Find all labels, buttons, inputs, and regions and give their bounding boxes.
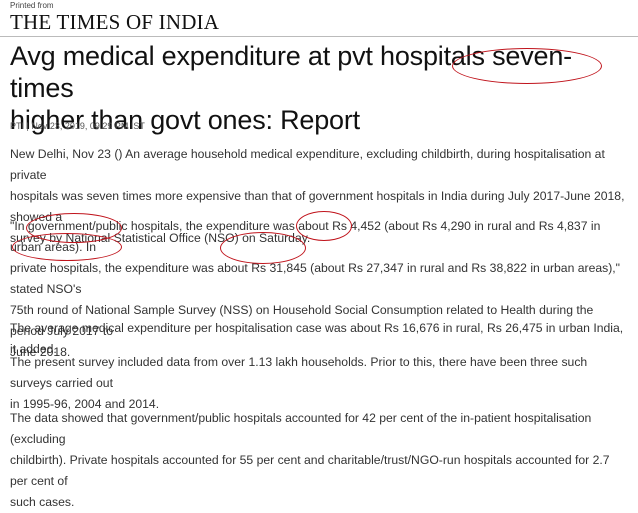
headline-line-1: Avg medical expenditure at pvt hospitals… [10,41,572,103]
printed-from-label: Printed from [10,1,54,10]
paragraph-line: childbirth). Private hospitals accounted… [10,453,610,488]
paragraph-line: survey by National Statistical Office (N… [10,231,311,245]
paragraph-line: 75th round of National Sample Survey (NS… [10,303,594,338]
paragraph-line: such cases. [10,495,75,509]
paragraph-line: The present survey included data from ov… [10,355,588,390]
paragraph-line: The average medical expenditure per hosp… [10,321,624,356]
paragraph-1: New Delhi, Nov 23 () An average househol… [10,144,630,249]
masthead-logo: THE TIMES OF INDIA [10,10,220,34]
paragraph-4: The present survey included data from ov… [10,352,630,415]
headline: Avg medical expenditure at pvt hospitals… [10,40,635,136]
headline-line-2: higher than govt ones: Report [10,105,360,135]
paragraph-2: "In government/public hospitals, the exp… [10,216,630,363]
paragraph-line: June 2018. [10,345,71,359]
paragraph-line: New Delhi, Nov 23 () An average househol… [10,147,605,182]
paragraph-3: The average medical expenditure per hosp… [10,318,630,360]
byline: PTI | Nov 23, 2019, 09.29 PM IST [10,121,145,131]
paragraph-line: in 1995-96, 2004 and 2014. [10,397,160,411]
paragraph-line: private hospitals, the expenditure was a… [10,261,621,296]
paragraph-line: The data showed that government/public h… [10,411,592,446]
paragraph-line: "In government/public hospitals, the exp… [10,219,601,254]
paragraph-5: The data showed that government/public h… [10,408,630,513]
header-divider [0,36,638,37]
